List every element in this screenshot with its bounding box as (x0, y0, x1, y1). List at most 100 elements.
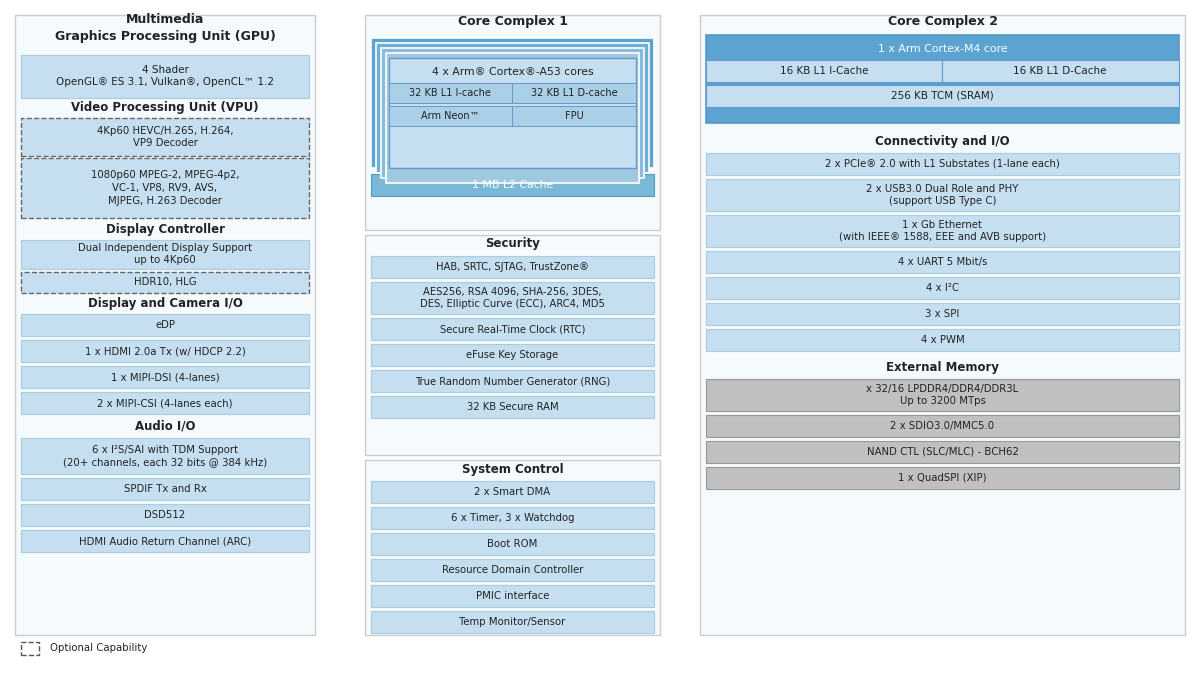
Text: HDR10, HLG: HDR10, HLG (133, 277, 197, 287)
Bar (386, 53, 640, 183)
Bar (706, 85, 1178, 107)
Bar (22, 642, 38, 655)
Text: Security: Security (485, 238, 540, 250)
Text: PMIC interface: PMIC interface (476, 591, 550, 601)
Bar (706, 60, 942, 82)
Bar (706, 215, 1178, 247)
Bar (22, 240, 310, 269)
Bar (365, 15, 660, 230)
Text: FPU: FPU (565, 111, 583, 121)
Text: 32 KB L1 D-cache: 32 KB L1 D-cache (530, 88, 617, 98)
Bar (706, 329, 1178, 351)
Bar (371, 559, 654, 581)
Text: 2 x SDIO3.0/MMC5.0: 2 x SDIO3.0/MMC5.0 (890, 421, 995, 431)
Text: 2 x Smart DMA: 2 x Smart DMA (474, 487, 551, 497)
Bar (706, 415, 1178, 437)
Text: SPDIF Tx and Rx: SPDIF Tx and Rx (124, 484, 206, 494)
Bar (389, 106, 512, 126)
Text: 4 Shader
OpenGL® ES 3.1, Vulkan®, OpenCL™ 1.2: 4 Shader OpenGL® ES 3.1, Vulkan®, OpenCL… (56, 65, 274, 87)
Bar (706, 441, 1178, 463)
Bar (371, 282, 654, 314)
Text: 4 x PWM: 4 x PWM (920, 335, 965, 345)
Bar (706, 35, 1178, 123)
Bar (706, 179, 1178, 211)
Bar (371, 396, 654, 418)
Bar (22, 530, 310, 552)
Text: 4Kp60 HEVC/H.265, H.264,
VP9 Decoder: 4Kp60 HEVC/H.265, H.264, VP9 Decoder (97, 126, 233, 148)
Bar (389, 83, 512, 103)
Bar (14, 15, 314, 635)
Text: 2 x USB3.0 Dual Role and PHY
(support USB Type C): 2 x USB3.0 Dual Role and PHY (support US… (866, 184, 1019, 207)
Text: 1 x HDMI 2.0a Tx (w/ HDCP 2.2): 1 x HDMI 2.0a Tx (w/ HDCP 2.2) (84, 346, 246, 356)
Text: 16 KB L1 D-Cache: 16 KB L1 D-Cache (1013, 66, 1106, 76)
Text: Arm Neon™: Arm Neon™ (421, 111, 479, 121)
Text: Dual Independent Display Support
up to 4Kp60: Dual Independent Display Support up to 4… (78, 242, 252, 265)
Bar (22, 314, 310, 336)
Text: Resource Domain Controller: Resource Domain Controller (442, 565, 583, 575)
Bar (942, 60, 1178, 82)
Bar (22, 438, 310, 474)
Text: 2 x MIPI-CSI (4-lanes each): 2 x MIPI-CSI (4-lanes each) (97, 398, 233, 408)
Text: External Memory: External Memory (886, 360, 998, 373)
Bar (371, 507, 654, 529)
Text: Core Complex 1: Core Complex 1 (457, 16, 568, 28)
Text: x 32/16 LPDDR4/DDR4/DDR3L
Up to 3200 MTps: x 32/16 LPDDR4/DDR4/DDR3L Up to 3200 MTp… (866, 383, 1019, 406)
Bar (22, 55, 310, 98)
Text: 1 x QuadSPI (XIP): 1 x QuadSPI (XIP) (898, 473, 986, 483)
Bar (22, 340, 310, 362)
Text: 6 x Timer, 3 x Watchdog: 6 x Timer, 3 x Watchdog (451, 513, 575, 523)
Bar (22, 366, 310, 388)
Bar (22, 158, 310, 218)
Text: eDP: eDP (155, 320, 175, 330)
Bar (371, 585, 654, 607)
Text: 32 KB L1 I-cache: 32 KB L1 I-cache (409, 88, 491, 98)
Text: NAND CTL (SLC/MLC) - BCH62: NAND CTL (SLC/MLC) - BCH62 (866, 447, 1019, 457)
Bar (376, 43, 649, 173)
Bar (706, 277, 1178, 299)
Text: Optional Capability: Optional Capability (50, 643, 148, 653)
Text: 256 KB TCM (SRAM): 256 KB TCM (SRAM) (892, 91, 994, 101)
Bar (22, 392, 310, 414)
Bar (382, 48, 644, 178)
Bar (365, 235, 660, 455)
Bar (706, 251, 1178, 273)
Text: eFuse Key Storage: eFuse Key Storage (467, 350, 559, 360)
Text: 16 KB L1 I-Cache: 16 KB L1 I-Cache (780, 66, 869, 76)
Bar (371, 256, 654, 278)
Bar (371, 344, 654, 366)
Text: HDMI Audio Return Channel (ARC): HDMI Audio Return Channel (ARC) (79, 536, 251, 546)
Text: 32 KB Secure RAM: 32 KB Secure RAM (467, 402, 558, 412)
Text: Temp Monitor/Sensor: Temp Monitor/Sensor (460, 617, 565, 627)
Bar (512, 106, 636, 126)
Text: HAB, SRTC, SJTAG, TrustZone®: HAB, SRTC, SJTAG, TrustZone® (436, 262, 589, 272)
Text: Secure Real-Time Clock (RTC): Secure Real-Time Clock (RTC) (440, 324, 586, 334)
Bar (22, 478, 310, 500)
Text: 4 x Arm® Cortex®-A53 cores: 4 x Arm® Cortex®-A53 cores (432, 67, 593, 77)
Text: 1 x Gb Ethernet
(with IEEE® 1588, EEE and AVB support): 1 x Gb Ethernet (with IEEE® 1588, EEE an… (839, 219, 1046, 242)
Text: 4 x UART 5 Mbit/s: 4 x UART 5 Mbit/s (898, 257, 988, 267)
Bar (22, 272, 310, 293)
Bar (706, 303, 1178, 325)
Bar (371, 318, 654, 340)
Text: 1080p60 MPEG-2, MPEG-4p2,
VC-1, VP8, RV9, AVS,
MJPEG, H.263 Decoder: 1080p60 MPEG-2, MPEG-4p2, VC-1, VP8, RV9… (91, 170, 239, 206)
Text: 1 x Arm Cortex-M4 core: 1 x Arm Cortex-M4 core (877, 44, 1007, 54)
Bar (371, 533, 654, 555)
Text: 1 MB L2 Cache: 1 MB L2 Cache (472, 180, 553, 190)
Bar (706, 153, 1178, 175)
Bar (371, 481, 654, 503)
Text: 6 x I²S/SAI with TDM Support
(20+ channels, each 32 bits @ 384 kHz): 6 x I²S/SAI with TDM Support (20+ channe… (62, 445, 268, 467)
Text: Multimedia
Graphics Processing Unit (GPU): Multimedia Graphics Processing Unit (GPU… (54, 14, 276, 43)
Bar (706, 379, 1178, 411)
Text: 1 x MIPI-DSI (4-lanes): 1 x MIPI-DSI (4-lanes) (110, 372, 220, 382)
Bar (512, 83, 636, 103)
Text: Display and Camera I/O: Display and Camera I/O (88, 296, 242, 310)
Text: 4 x I²C: 4 x I²C (926, 283, 959, 293)
Text: True Random Number Generator (RNG): True Random Number Generator (RNG) (415, 376, 610, 386)
Bar (706, 467, 1178, 489)
Bar (371, 611, 654, 633)
Bar (22, 118, 310, 156)
Bar (22, 504, 310, 526)
Text: Connectivity and I/O: Connectivity and I/O (875, 134, 1010, 148)
Text: AES256, RSA 4096, SHA-256, 3DES,
DES, Elliptic Curve (ECC), ARC4, MD5: AES256, RSA 4096, SHA-256, 3DES, DES, El… (420, 287, 605, 309)
Bar (700, 15, 1186, 635)
